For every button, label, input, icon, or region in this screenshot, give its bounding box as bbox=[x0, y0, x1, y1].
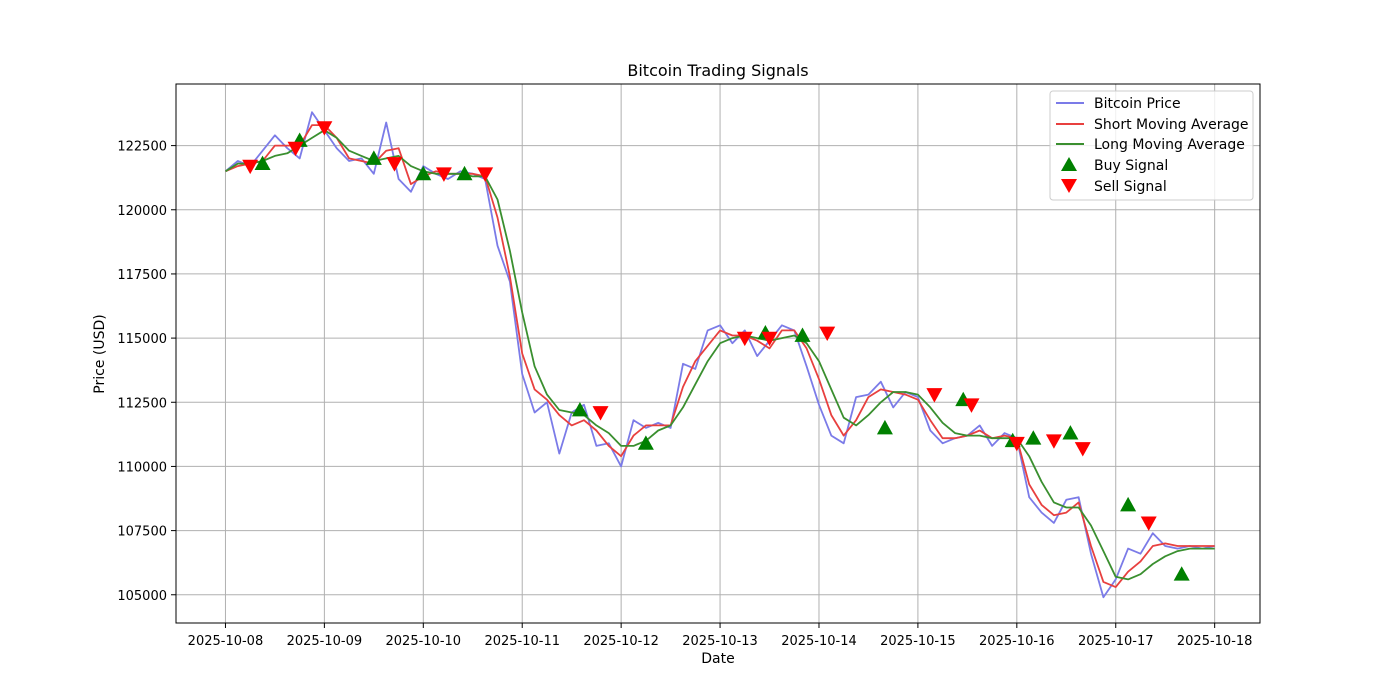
x-tick-label: 2025-10-14 bbox=[781, 634, 857, 649]
buy-signal-marker bbox=[637, 435, 654, 450]
y-tick-label: 112500 bbox=[117, 396, 167, 411]
buy-signal-marker bbox=[254, 155, 271, 170]
sell-signal-marker bbox=[242, 159, 259, 175]
sell-signal-marker bbox=[477, 167, 494, 182]
sell-signal-marker bbox=[1140, 516, 1157, 531]
x-tick-label: 2025-10-13 bbox=[682, 634, 758, 649]
sell-signal-marker bbox=[963, 398, 980, 413]
x-tick-label: 2025-10-09 bbox=[287, 634, 363, 649]
sell-signal-marker bbox=[926, 388, 943, 403]
chart-title: Bitcoin Trading Signals bbox=[627, 61, 808, 80]
legend-buy-triangle-icon bbox=[1061, 157, 1077, 171]
y-tick-label: 117500 bbox=[117, 268, 167, 283]
x-tick-label: 2025-10-11 bbox=[484, 634, 560, 649]
sell-signal-marker bbox=[435, 167, 452, 182]
signal-markers bbox=[242, 121, 1190, 581]
y-tick-label: 110000 bbox=[117, 460, 167, 475]
sell-signal-marker bbox=[386, 157, 403, 172]
sell-signal-marker bbox=[819, 326, 836, 341]
buy-signal-marker bbox=[794, 327, 811, 342]
buy-signal-marker bbox=[1173, 566, 1190, 581]
sell-signal-marker bbox=[316, 121, 333, 136]
y-tick-label: 105000 bbox=[117, 589, 167, 604]
x-tick-label: 2025-10-16 bbox=[979, 634, 1055, 649]
x-tick-label: 2025-10-08 bbox=[188, 634, 264, 649]
buy-signal-marker bbox=[1120, 496, 1137, 512]
buy-signal-marker bbox=[876, 419, 893, 435]
plot-frame bbox=[175, 83, 1261, 624]
x-tick-label: 2025-10-10 bbox=[386, 634, 462, 649]
x-tick-label: 2025-10-17 bbox=[1078, 634, 1154, 649]
legend-label-long-ma: Long Moving Average bbox=[1094, 137, 1245, 153]
y-tick-label: 107500 bbox=[117, 525, 167, 540]
y-axis-label: Price (USD) bbox=[92, 314, 108, 393]
legend: Bitcoin Price Short Moving Average Long … bbox=[1049, 90, 1254, 201]
buy-signal-marker bbox=[1062, 425, 1079, 440]
sell-signal-marker bbox=[736, 331, 753, 347]
x-tick-label: 2025-10-12 bbox=[583, 634, 659, 649]
legend-sell-triangle-icon bbox=[1061, 179, 1077, 193]
buy-signal-marker bbox=[1025, 430, 1042, 445]
short-moving-average-line bbox=[225, 124, 1215, 588]
legend-box bbox=[1049, 90, 1254, 201]
legend-label-short-ma: Short Moving Average bbox=[1094, 117, 1249, 133]
y-tick-label: 120000 bbox=[117, 204, 167, 219]
y-tick-label: 115000 bbox=[117, 332, 167, 347]
sell-signal-marker bbox=[1045, 434, 1062, 449]
legend-label-sell: Sell Signal bbox=[1094, 179, 1167, 195]
x-axis-label: Date bbox=[701, 651, 734, 667]
buy-signal-marker bbox=[571, 401, 588, 417]
y-tick-label: 122500 bbox=[117, 140, 167, 155]
sell-signal-marker bbox=[1074, 442, 1091, 457]
x-tick-label: 2025-10-15 bbox=[880, 634, 956, 649]
sell-signal-marker bbox=[287, 141, 304, 157]
x-tick-label: 2025-10-18 bbox=[1177, 634, 1253, 649]
bitcoin-price-line bbox=[224, 111, 1215, 599]
legend-label-price: Bitcoin Price bbox=[1094, 96, 1181, 112]
legend-label-buy: Buy Signal bbox=[1094, 158, 1168, 174]
sell-signal-marker bbox=[761, 331, 778, 347]
sell-signal-marker bbox=[1008, 436, 1025, 452]
y-axis-ticks: 105000 107500 110000 112500 115000 117500 1200… bbox=[117, 140, 176, 604]
x-axis-ticks: 2025-10-08 2025-10-09 2025-10-10 2025-10-11… bbox=[188, 623, 1253, 649]
buy-signal-marker bbox=[365, 150, 382, 165]
buy-signal-marker bbox=[415, 165, 432, 181]
buy-signal-marker bbox=[456, 165, 473, 181]
sell-signal-marker bbox=[592, 406, 609, 421]
